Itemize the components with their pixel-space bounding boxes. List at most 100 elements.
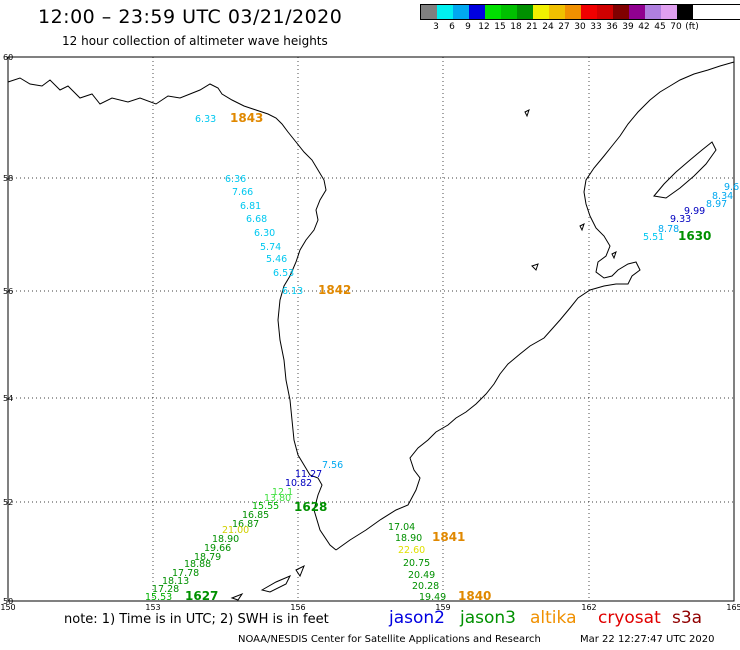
swh-value: 18.90 — [395, 533, 422, 544]
legend-swatches — [420, 4, 740, 20]
legend-swatch — [501, 5, 517, 19]
x-tick-label: 156 — [290, 603, 305, 612]
pass-time-label: 1842 — [318, 283, 351, 297]
legend-swatch — [597, 5, 613, 19]
legend-swatch — [645, 5, 661, 19]
swh-value: 11.27 — [295, 469, 322, 480]
legend-label: 21 — [526, 22, 538, 32]
legend-label: 45 — [654, 22, 666, 32]
swh-value: 6.68 — [246, 214, 267, 225]
swh-value: 18.79 — [194, 552, 221, 563]
legend-swatch — [437, 5, 453, 19]
swh-value: 9.6 — [724, 182, 739, 193]
map-title: 12:00 – 23:59 UTC 03/21/2020 — [38, 6, 343, 28]
swh-value: 6.13 — [282, 286, 303, 297]
swh-value: 6.36 — [225, 174, 246, 185]
legend-swatch — [533, 5, 549, 19]
swh-value: 12.1 — [272, 487, 293, 498]
swh-value: 20.75 — [403, 558, 430, 569]
legend-label: 12 — [478, 22, 490, 32]
legend-swatch — [613, 5, 629, 19]
pass-time-label: 1630 — [678, 229, 711, 243]
satellite-altika: altika — [530, 608, 577, 628]
legend-label: 70 — [670, 22, 682, 32]
legend-swatch — [453, 5, 469, 19]
pass-time-label: 1628 — [294, 500, 327, 514]
legend-labels: 3 6 9 12 15 18 21 24 27 30 33 36 39 42 45 70 (ft) — [420, 20, 740, 34]
y-tick-label: 58 — [3, 174, 13, 183]
y-tick-label: 52 — [3, 498, 13, 507]
swh-value: 17.04 — [388, 522, 415, 533]
legend-label: 24 — [542, 22, 554, 32]
swh-value: 16.87 — [232, 519, 259, 530]
islet-4 — [611, 251, 617, 260]
kuril-island-small — [230, 592, 244, 601]
swh-value: 7.66 — [232, 187, 253, 198]
altimeter-tracks: 6.33 1843 6.36 7.66 6.81 6.68 6.30 5.745.46 6.53… — [145, 111, 739, 603]
color-scale-legend: 3 6 9 12 15 18 21 24 27 30 33 36 39 42 45 70 (ft) — [420, 4, 740, 34]
legend-swatch — [629, 5, 645, 19]
swh-value: 16.85 — [242, 510, 269, 521]
swh-value: 20.49 — [408, 570, 435, 581]
swh-value: 17.78 — [172, 568, 199, 579]
legend-swatch — [581, 5, 597, 19]
swh-value: 6.30 — [254, 228, 275, 239]
swh-value: 17.28 — [152, 584, 179, 595]
legend-swatch — [485, 5, 501, 19]
legend-label: 9 — [465, 22, 471, 32]
x-tick-label: 153 — [145, 603, 160, 612]
map-subtitle: 12 hour collection of altimeter wave hei… — [62, 34, 328, 48]
swh-value: 8.78 — [658, 224, 679, 235]
axis-ticks: 150 153 156 159 162 165 60 58 56 54 52 50 — [0, 53, 740, 612]
satellite-cryosat: cryosat — [598, 608, 661, 628]
swh-value: 5.46 — [266, 254, 287, 265]
swh-value: 5.51 — [643, 232, 664, 243]
legend-swatch — [565, 5, 581, 19]
legend-label: 15 — [494, 22, 506, 32]
satellite-s3a: s3a — [672, 608, 703, 628]
swh-value: 6.33 — [195, 114, 216, 125]
legend-label: (ft) — [685, 22, 699, 32]
pass-time-label: 1627 — [185, 589, 218, 603]
islet-1 — [531, 263, 539, 271]
swh-value: 19.66 — [204, 543, 231, 554]
swh-value: 9.33 — [670, 214, 691, 225]
x-tick-label: 165 — [726, 603, 740, 612]
swh-value: 9.99 — [684, 206, 705, 217]
legend-label: 33 — [590, 22, 602, 32]
legend-swatch — [661, 5, 677, 19]
x-tick-label: 159 — [435, 603, 450, 612]
swh-value: 21.00 — [222, 525, 249, 536]
legend-swatch — [469, 5, 485, 19]
swh-value: 18.90 — [212, 534, 239, 545]
kamchatka-west-coast — [7, 77, 337, 551]
karaginsky-island — [653, 141, 717, 199]
legend-swatch — [421, 5, 437, 19]
pass-time-label: 1841 — [432, 530, 465, 544]
y-tick-label: 60 — [3, 53, 13, 62]
y-tick-label: 54 — [3, 394, 13, 403]
legend-label: 18 — [510, 22, 522, 32]
legend-swatch — [677, 5, 693, 19]
x-tick-label: 162 — [581, 603, 596, 612]
swh-value: 5.74 — [260, 242, 281, 253]
legend-label: 27 — [558, 22, 570, 32]
legend-label: 6 — [449, 22, 455, 32]
legend-swatch — [549, 5, 565, 19]
satellite-jason3: jason3 — [460, 608, 516, 628]
kuril-island-paramushir — [260, 575, 292, 593]
legend-label: 30 — [574, 22, 586, 32]
legend-label: 36 — [606, 22, 618, 32]
pass-time-label: 1840 — [458, 589, 491, 603]
graticule — [8, 57, 734, 601]
satellite-jason2: jason2 — [389, 608, 445, 628]
legend-label: 39 — [622, 22, 634, 32]
islet-3 — [524, 109, 530, 118]
legend-label: 42 — [638, 22, 650, 32]
x-tick-label: 150 — [0, 603, 15, 612]
swh-value: 18.88 — [184, 559, 211, 570]
islet-2 — [579, 223, 585, 232]
swh-value: 18.13 — [162, 576, 189, 587]
swh-value: 19.49 — [419, 592, 446, 603]
